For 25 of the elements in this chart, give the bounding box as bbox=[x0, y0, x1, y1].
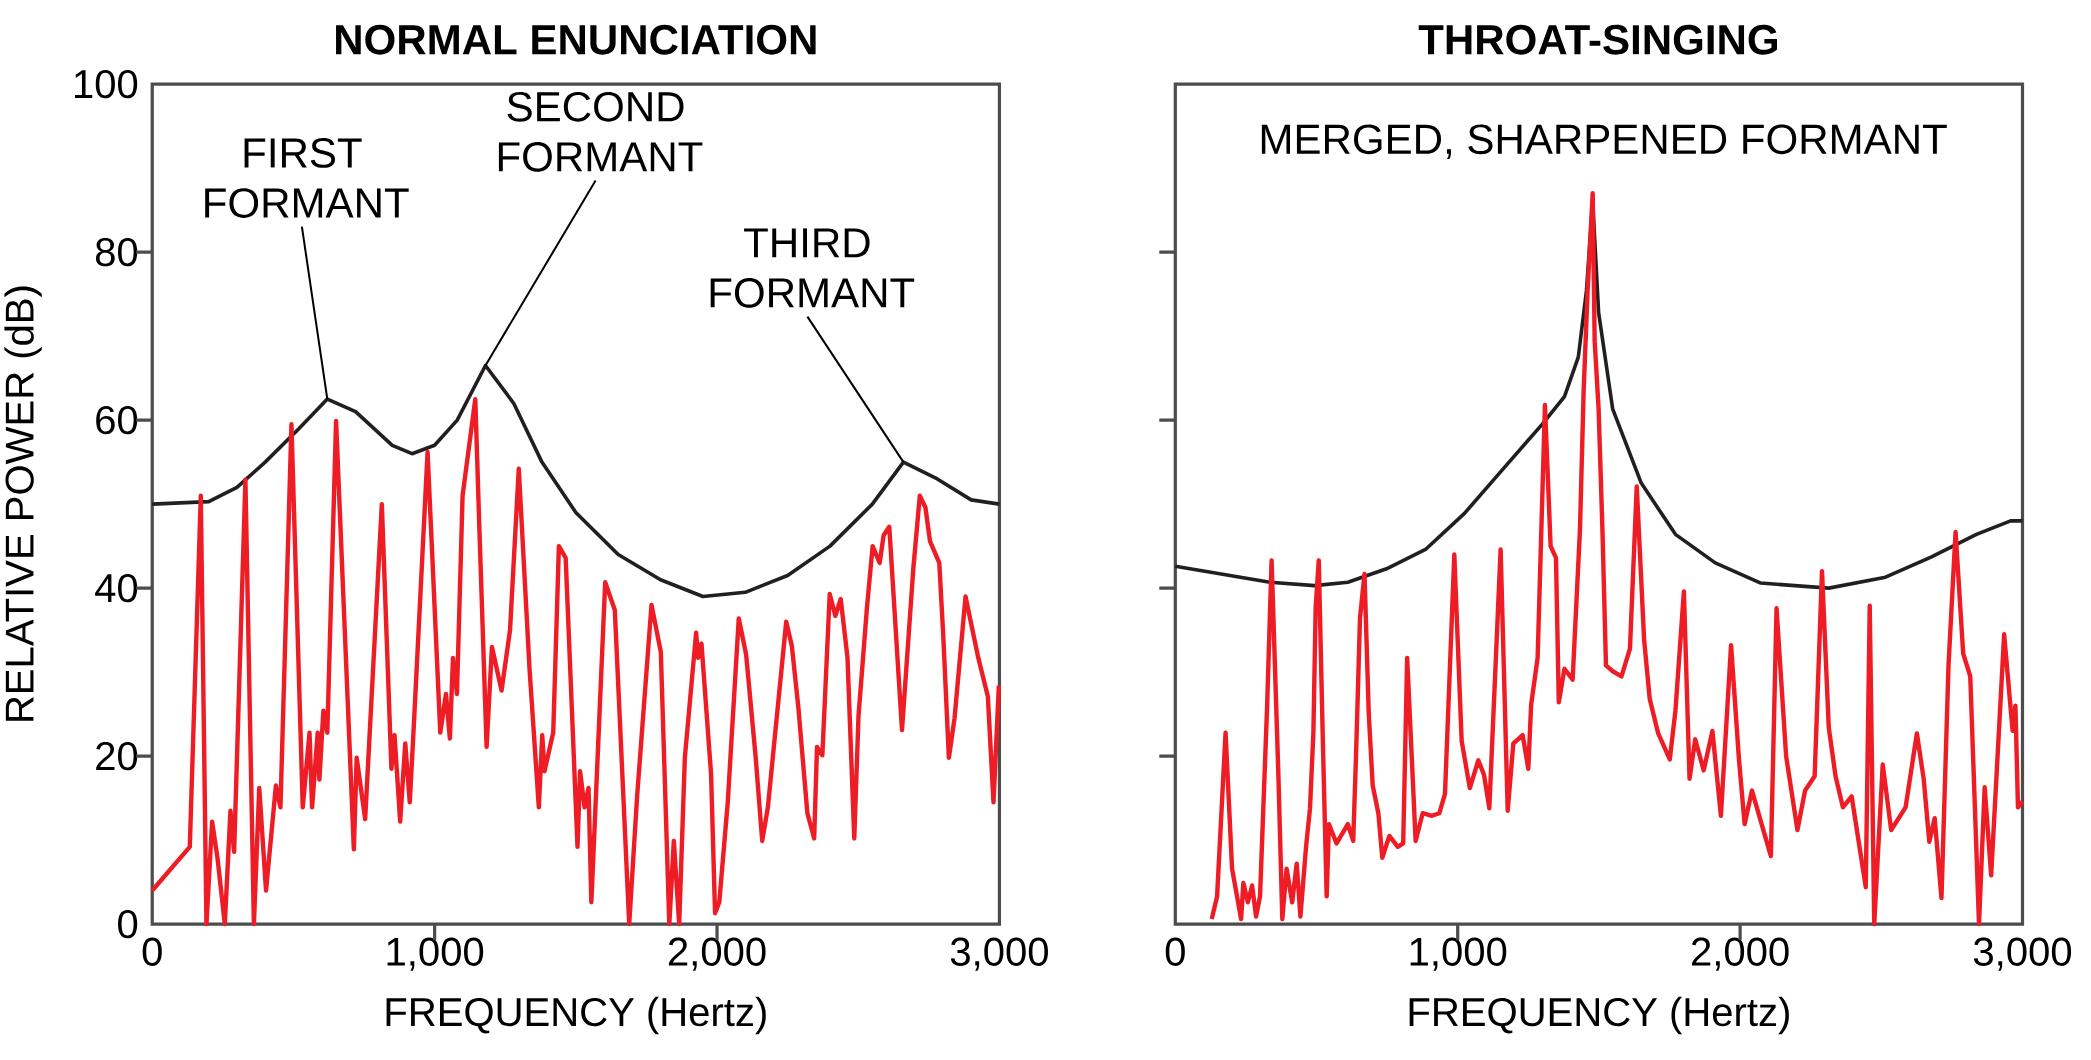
y-tick-label: 60 bbox=[96, 405, 138, 435]
x-tick-label: 3,000 bbox=[1973, 937, 2072, 971]
y-tick-label: 0 bbox=[118, 910, 138, 939]
x-axis-title: FREQUENCY (Hertz) bbox=[386, 996, 766, 1035]
x-tick-label: 2,000 bbox=[668, 937, 766, 971]
x-tick-label: 3,000 bbox=[950, 937, 1048, 971]
y-tick-label: 80 bbox=[95, 237, 138, 267]
x-tick-label: 1,000 bbox=[1410, 937, 1507, 971]
annotation: SECOND FORMANT bbox=[498, 91, 703, 172]
chart-title: NORMAL ENUNCIATION bbox=[336, 24, 816, 55]
y-tick-label: 40 bbox=[95, 573, 138, 603]
x-tick-label: 1,000 bbox=[387, 937, 484, 971]
chart-title: THROAT-SINGING bbox=[1418, 24, 1777, 55]
x-tick-label: 0 bbox=[1165, 937, 1185, 966]
line-series bbox=[150, 396, 1002, 927]
annotation: THIRD FORMANT bbox=[710, 228, 915, 308]
x-tick-label: 0 bbox=[142, 937, 162, 966]
x-tick-label: 2,000 bbox=[1691, 937, 1789, 971]
annotation: FIRST FORMANT bbox=[205, 138, 409, 218]
line-series bbox=[150, 363, 1002, 599]
y-axis-title: RELATIVE POWER (dB) bbox=[4, 286, 42, 721]
y-tick-label: 100 bbox=[74, 69, 138, 99]
y-tick-label: 20 bbox=[96, 741, 138, 771]
annotation: MERGED, SHARPENED FORMANT bbox=[1261, 124, 1947, 160]
x-axis-title: FREQUENCY (Hertz) bbox=[1409, 996, 1789, 1035]
